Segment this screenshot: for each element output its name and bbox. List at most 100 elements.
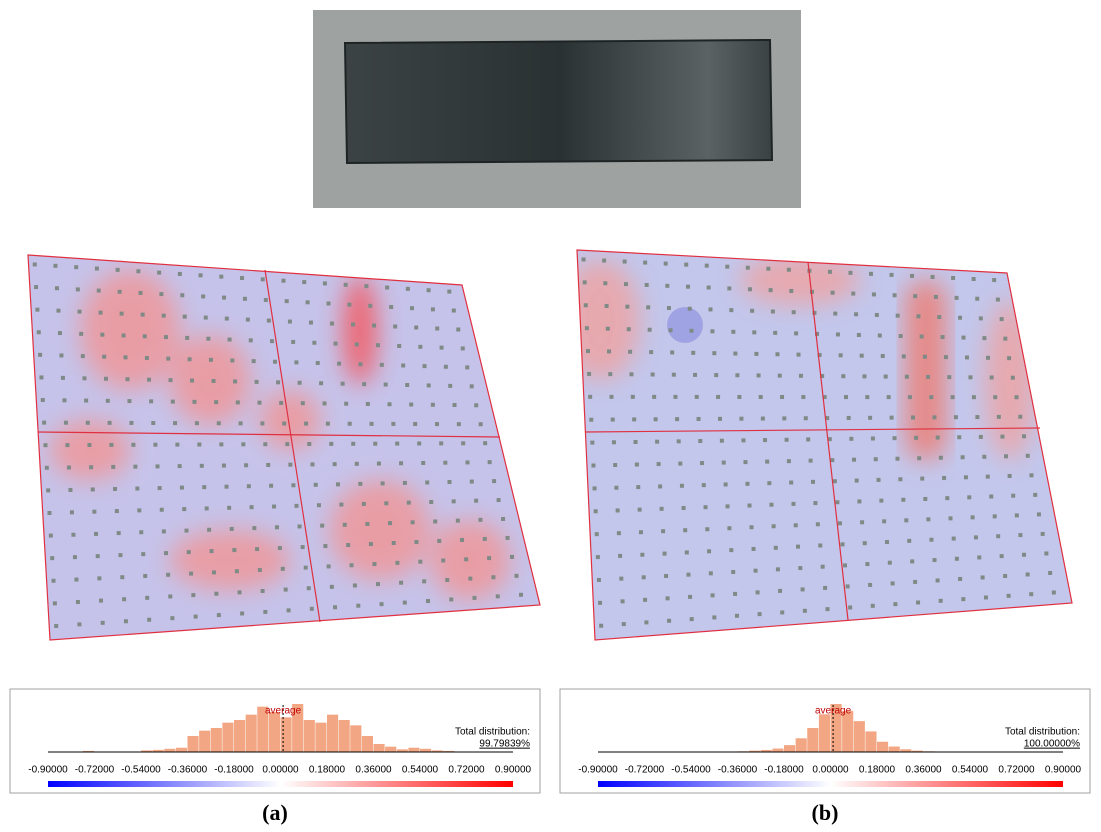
sample-point — [700, 461, 705, 466]
sample-point — [880, 354, 885, 359]
sample-point — [122, 597, 127, 602]
sample-point — [630, 394, 635, 399]
sample-point — [216, 613, 221, 618]
sample-point — [198, 273, 203, 278]
sample-point — [347, 421, 352, 426]
sample-point — [137, 508, 142, 513]
sample-point — [240, 611, 245, 616]
sample-point — [117, 289, 122, 294]
histogram-bar — [396, 749, 408, 752]
sample-point — [1018, 414, 1023, 419]
sample-point — [817, 352, 822, 357]
sample-point — [269, 483, 274, 488]
sample-point — [865, 562, 870, 567]
sample-point — [430, 402, 435, 407]
histogram-bar — [853, 721, 865, 752]
sample-point — [977, 555, 982, 560]
sample-point — [272, 504, 277, 509]
sample-point — [809, 289, 814, 294]
sample-point — [138, 290, 143, 295]
sample-point — [279, 400, 284, 405]
sample-point — [177, 271, 182, 276]
sample-point — [784, 437, 789, 442]
sample-point — [800, 587, 805, 592]
sample-point — [202, 485, 207, 490]
sample-point — [753, 568, 758, 573]
sample-point — [153, 442, 158, 447]
x-tick-label: 0.00000 — [812, 765, 849, 776]
sample-point — [857, 499, 862, 504]
sample-point — [266, 318, 271, 323]
histogram-bar — [888, 746, 900, 752]
sample-point — [447, 480, 452, 485]
sample-point — [409, 402, 414, 407]
sample-point — [611, 440, 616, 445]
sample-point — [203, 315, 208, 320]
sample-point — [333, 341, 338, 346]
sample-point — [351, 441, 356, 446]
sample-point — [870, 603, 875, 608]
sample-point — [982, 454, 987, 459]
sample-point — [443, 364, 448, 369]
sample-point — [929, 395, 934, 400]
x-tick-label: -0.18000 — [214, 765, 254, 776]
sample-point — [166, 572, 171, 577]
sample-point — [868, 582, 873, 587]
sample-point — [892, 436, 897, 441]
sample-point — [770, 309, 775, 314]
sample-point — [456, 422, 461, 427]
sample-point — [375, 343, 380, 348]
sample-point — [992, 278, 997, 283]
sample-point — [478, 517, 483, 522]
histogram-bar — [280, 717, 292, 752]
sample-point — [157, 270, 162, 275]
sample-point — [694, 394, 699, 399]
sample-point — [249, 505, 254, 510]
sample-point — [615, 508, 620, 513]
sample-point — [119, 311, 124, 316]
sample-point — [125, 377, 130, 382]
histogram-bar — [268, 712, 280, 752]
sample-point — [917, 456, 922, 461]
sample-point — [337, 361, 342, 366]
sample-point — [395, 441, 400, 446]
sample-point — [175, 442, 180, 447]
sample-point — [954, 295, 959, 300]
sample-point — [1044, 551, 1049, 556]
x-tick-label: -0.36000 — [168, 765, 208, 776]
sample-point — [582, 280, 587, 285]
sample-point — [914, 435, 919, 440]
histogram-bar — [141, 750, 153, 752]
sample-points — [32, 257, 1056, 628]
sample-point — [246, 484, 251, 489]
sample-point — [143, 573, 148, 578]
sample-point — [741, 438, 746, 443]
sample-point — [843, 563, 848, 568]
sample-point — [719, 438, 724, 443]
sample-point — [336, 482, 341, 487]
sample-point — [825, 607, 830, 612]
sample-point — [441, 558, 446, 563]
sample-point — [287, 319, 292, 324]
sample-point — [637, 507, 642, 512]
sample-point — [1025, 572, 1030, 577]
sample-point — [300, 545, 305, 550]
sample-point — [417, 441, 422, 446]
sample-point — [237, 590, 242, 595]
sample-point — [830, 290, 835, 295]
sample-point — [820, 564, 825, 569]
sample-point — [461, 441, 466, 446]
sample-point — [340, 381, 345, 386]
sample-point — [395, 560, 400, 565]
sample-point — [938, 598, 943, 603]
sample-point — [646, 305, 651, 310]
sample-point — [302, 280, 307, 285]
sample-point — [483, 441, 488, 446]
sample-point — [964, 355, 969, 360]
sample-point — [775, 352, 780, 357]
x-tick-label: -0.36000 — [718, 765, 758, 776]
sample-point — [650, 372, 655, 377]
sample-point — [967, 495, 972, 500]
sample-point — [410, 520, 415, 525]
sample-point — [100, 620, 105, 625]
